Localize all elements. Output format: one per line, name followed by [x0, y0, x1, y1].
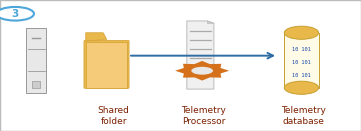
Polygon shape — [207, 21, 214, 23]
Ellipse shape — [284, 26, 318, 39]
Text: 3: 3 — [12, 9, 19, 19]
Polygon shape — [86, 33, 107, 41]
Text: Telemetry
database: Telemetry database — [281, 106, 326, 126]
Ellipse shape — [284, 81, 318, 94]
Bar — [284, 33, 318, 88]
Text: 10 101: 10 101 — [292, 60, 311, 65]
Polygon shape — [175, 61, 229, 81]
Polygon shape — [187, 21, 214, 89]
Text: Shared
folder: Shared folder — [98, 106, 130, 126]
Circle shape — [191, 67, 213, 75]
Text: 10 101: 10 101 — [292, 73, 311, 78]
Polygon shape — [86, 42, 127, 88]
FancyBboxPatch shape — [84, 40, 129, 88]
Text: Telemetry
Processor: Telemetry Processor — [182, 106, 226, 126]
Text: 10 101: 10 101 — [292, 47, 311, 52]
Circle shape — [0, 7, 34, 21]
Bar — [32, 81, 40, 88]
Bar — [26, 28, 46, 93]
